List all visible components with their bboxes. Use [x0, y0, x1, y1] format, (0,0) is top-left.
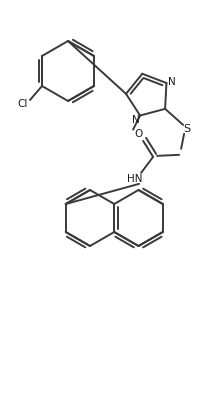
Text: N: N [132, 114, 139, 125]
Text: HN: HN [127, 174, 142, 184]
Text: S: S [183, 124, 190, 134]
Text: Cl: Cl [18, 99, 28, 109]
Text: O: O [133, 129, 142, 139]
Text: N: N [167, 77, 175, 87]
